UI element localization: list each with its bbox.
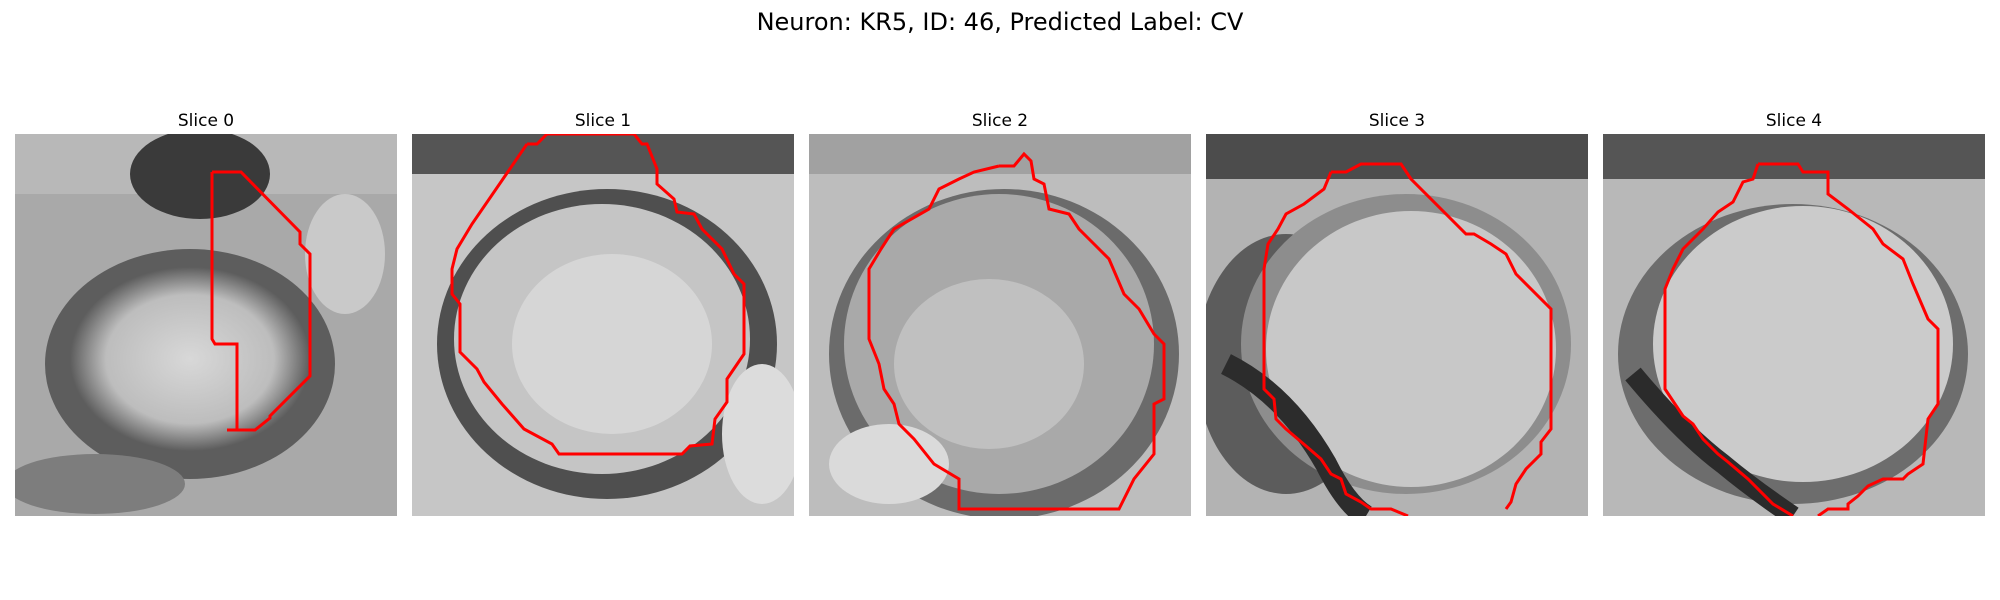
figure-title: Neuron: KR5, ID: 46, Predicted Label: CV <box>756 8 1244 36</box>
slice-image-1 <box>412 134 794 516</box>
slice-title: Slice 2 <box>971 111 1029 131</box>
slice-title: Slice 1 <box>574 111 632 131</box>
slice-panel-4: Slice 4 <box>1603 108 1985 516</box>
slice-image-3 <box>1206 134 1588 516</box>
slice-image-4 <box>1603 134 1985 516</box>
slice-title: Slice 0 <box>177 111 235 131</box>
slice-panel-3: Slice 3 <box>1206 108 1588 516</box>
slice-image-2 <box>809 134 1191 516</box>
slice-title: Slice 4 <box>1765 111 1823 131</box>
slice-panel-1: Slice 1 <box>412 108 794 516</box>
slice-title: Slice 3 <box>1368 111 1426 131</box>
slice-image-0 <box>15 134 397 516</box>
slice-panel-2: Slice 2 <box>809 108 1191 516</box>
slice-panel-0: Slice 0 <box>15 108 397 516</box>
